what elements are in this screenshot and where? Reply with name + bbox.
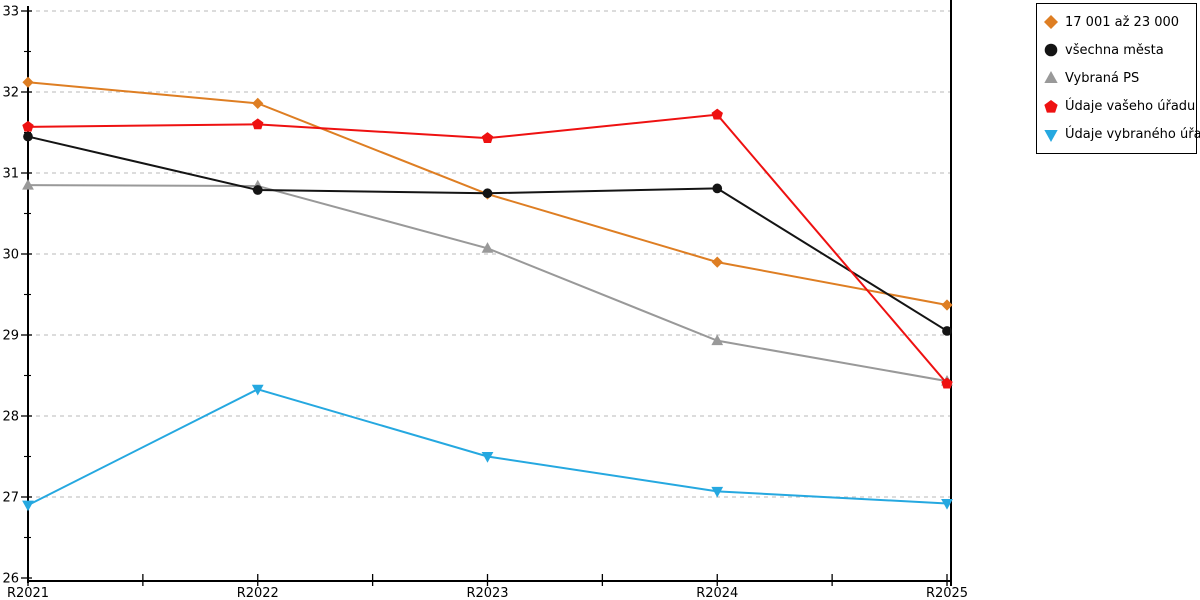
series-4 xyxy=(22,384,953,512)
x-tick-label: R2021 xyxy=(7,586,49,600)
y-tick-label: 31 xyxy=(2,167,19,182)
data-point-marker xyxy=(22,76,34,88)
legend-item: Údaje vašeho úřadu xyxy=(1043,99,1195,115)
series-3 xyxy=(22,108,953,389)
y-tick-label: 30 xyxy=(2,248,19,263)
x-tick-label: R2022 xyxy=(237,586,279,600)
data-point-marker xyxy=(711,486,724,498)
series-line xyxy=(27,388,948,506)
series-1 xyxy=(23,131,952,336)
series-line xyxy=(27,135,948,332)
y-tick-label: 27 xyxy=(2,491,19,506)
data-point-marker xyxy=(22,120,34,132)
diamond-icon xyxy=(1044,15,1058,30)
series-line xyxy=(27,184,948,383)
triangle-down-icon xyxy=(1044,129,1058,142)
pentagon-legend-icon xyxy=(1044,99,1058,113)
y-tick-label: 28 xyxy=(2,410,19,425)
data-point-marker xyxy=(252,185,263,195)
data-point-marker xyxy=(941,499,953,510)
legend-item: 17 001 až 23 000 xyxy=(1043,14,1190,30)
data-point-marker xyxy=(251,384,264,396)
data-point-marker xyxy=(941,377,953,389)
data-point-marker xyxy=(252,118,264,130)
triangle-up-icon xyxy=(1044,71,1058,84)
data-point-marker xyxy=(22,500,34,512)
data-point-marker xyxy=(712,183,723,194)
data-point-marker xyxy=(481,452,494,463)
data-point-marker xyxy=(711,334,724,346)
chart-legend: 17 001 až 23 000 všechna města Vybraná PS Ú… xyxy=(1036,3,1200,154)
y-tick-label: 26 xyxy=(2,572,19,587)
circle-legend-icon xyxy=(1044,43,1058,57)
x-tick-label: R2025 xyxy=(926,586,968,600)
data-point-marker xyxy=(252,97,264,109)
data-point-marker xyxy=(481,242,494,253)
data-point-marker xyxy=(22,178,34,190)
x-tick-label: R2024 xyxy=(696,586,738,600)
x-tick-label: R2023 xyxy=(466,586,508,600)
data-point-marker xyxy=(711,108,723,120)
data-point-marker xyxy=(711,256,723,268)
data-point-marker xyxy=(941,299,953,311)
legend-item-label: Údaje vybraného úřadu xyxy=(1065,127,1200,143)
y-tick-label: 32 xyxy=(2,86,19,101)
legend-item-label: Údaje vašeho úřadu xyxy=(1065,99,1196,115)
legend-item-label: všechna města xyxy=(1065,42,1164,58)
legend-item-label: Vybraná PS xyxy=(1065,70,1140,86)
data-point-marker xyxy=(942,326,952,336)
legend-item-label: 17 001 až 23 000 xyxy=(1065,14,1180,30)
circle-icon xyxy=(1044,43,1058,57)
legend-item: Vybraná PS xyxy=(1043,70,1190,86)
legend-item: Údaje vybraného úřadu xyxy=(1043,127,1200,143)
triangle-up-legend-icon xyxy=(1044,71,1058,84)
y-tick-label: 33 xyxy=(2,5,19,20)
triangle-down-legend-icon xyxy=(1044,129,1058,142)
data-point-marker xyxy=(23,131,33,142)
y-tick-label: 29 xyxy=(2,329,19,344)
pentagon-icon xyxy=(1044,99,1058,113)
legend-item: všechna města xyxy=(1043,42,1190,58)
diamond-legend-icon xyxy=(1044,15,1058,30)
data-point-marker xyxy=(481,132,494,144)
series-2 xyxy=(22,178,953,386)
data-point-marker xyxy=(482,188,493,199)
